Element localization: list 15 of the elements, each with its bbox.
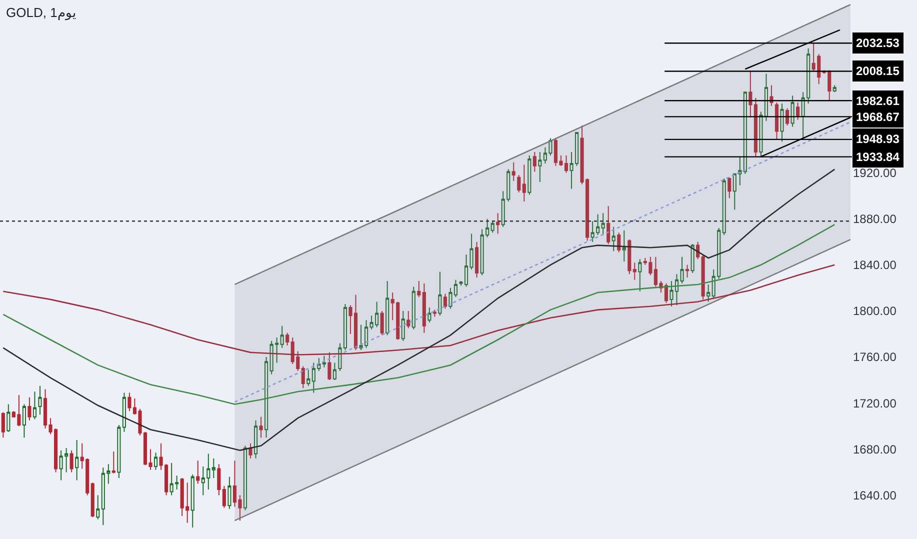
y-tick-label: 1920.00	[853, 166, 897, 180]
y-tick-label: 1640.00	[853, 488, 897, 502]
ref-line-label: 2032.53	[856, 36, 900, 50]
y-tick-label: 1680.00	[853, 442, 897, 456]
ref-line-label: 1982.61	[856, 94, 900, 108]
ref-line-label: 2008.15	[856, 64, 900, 78]
y-tick-label: 1760.00	[853, 350, 897, 364]
ref-line-label: 1933.84	[856, 150, 900, 164]
ref-line-label: 1948.93	[856, 132, 900, 146]
ref-line-label: 1968.67	[856, 110, 900, 124]
y-tick-label: 1720.00	[853, 396, 897, 410]
chart-title: GOLD, 1يوم	[6, 5, 76, 21]
y-tick-label: 1880.00	[853, 212, 897, 226]
y-tick-label: 1840.00	[853, 258, 897, 272]
y-tick-label: 1800.00	[853, 304, 897, 318]
